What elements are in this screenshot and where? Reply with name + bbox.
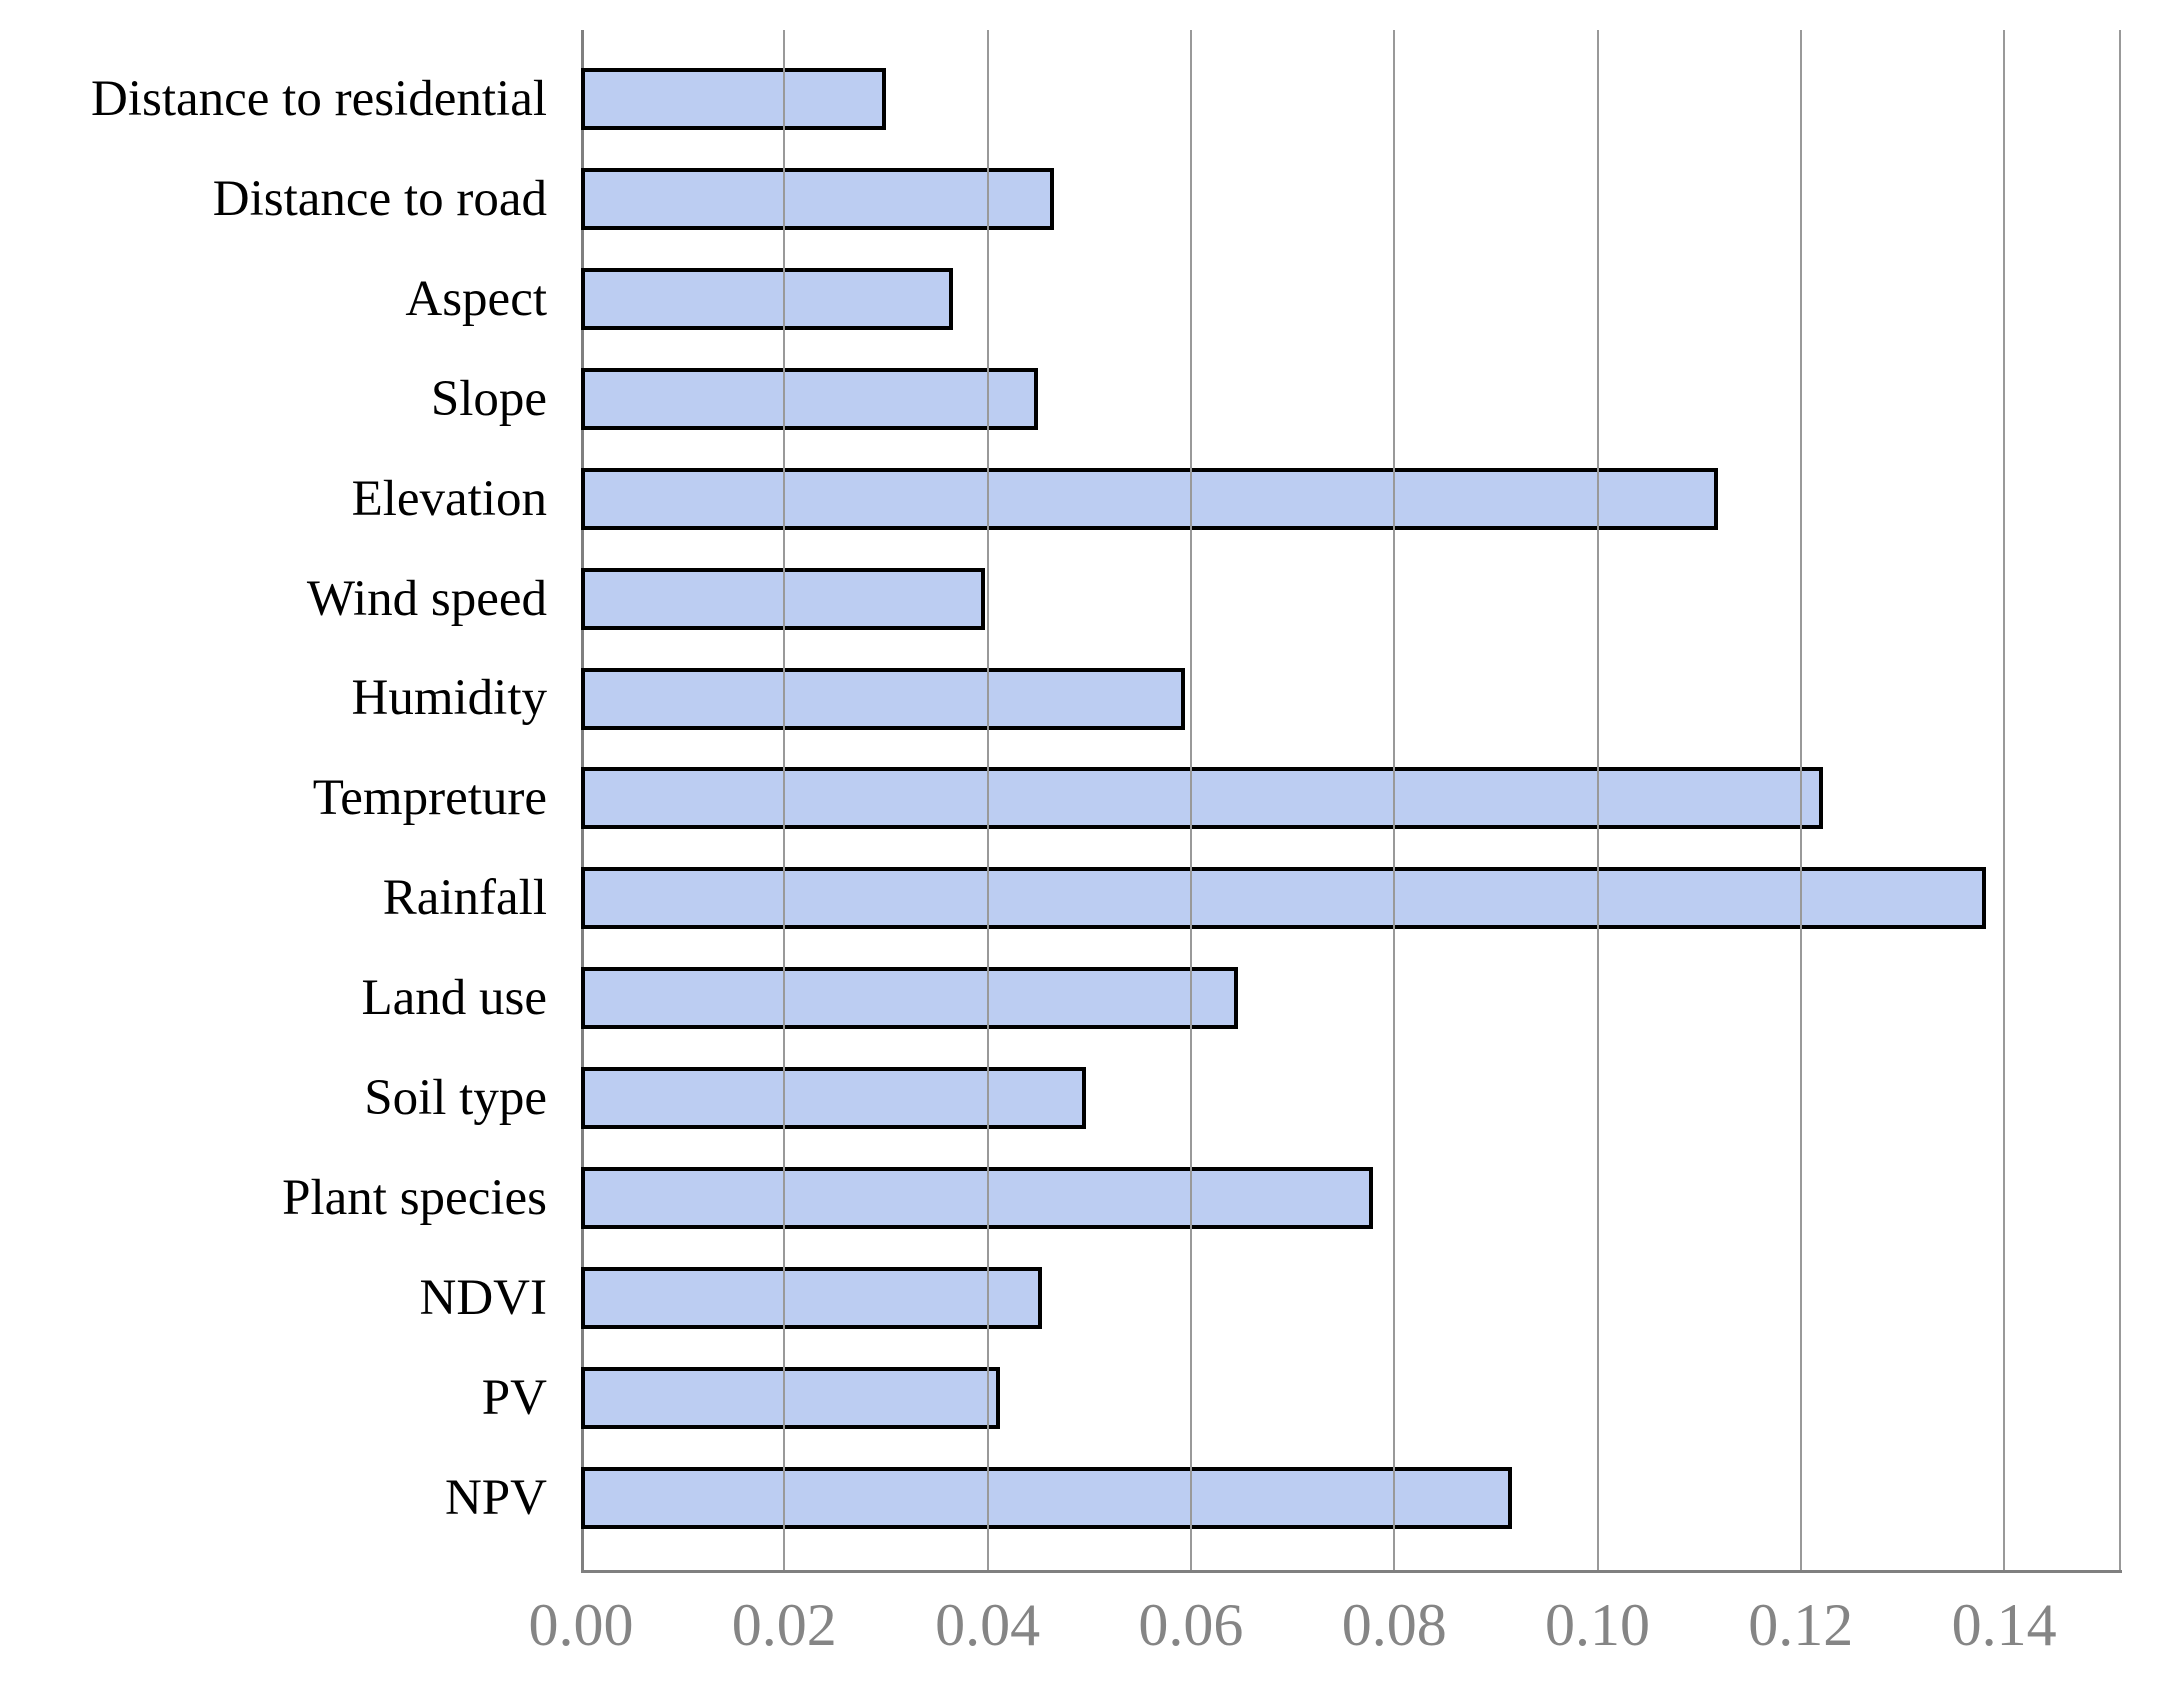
bar — [581, 167, 1054, 230]
category-label: Distance to residential — [90, 70, 547, 127]
gridline — [1393, 30, 1396, 1570]
category-label: Distance to road — [212, 170, 547, 227]
bar-row — [581, 1048, 2121, 1148]
bar-row — [581, 549, 2121, 649]
bar-row — [581, 649, 2121, 749]
category-label: Land use — [361, 970, 547, 1027]
gridline — [1799, 30, 1802, 1570]
plot-right-border — [2119, 30, 2121, 1570]
bar-row — [581, 1348, 2121, 1448]
x-tick-label: 0.08 — [1341, 1592, 1447, 1658]
category-label: Slope — [430, 370, 547, 427]
bar — [581, 1067, 1087, 1130]
x-tick-label: 0.06 — [1138, 1592, 1244, 1658]
x-tick-label: 0.14 — [1951, 1592, 2057, 1658]
category-labels: Distance to residential Distance to road A… — [0, 49, 564, 1548]
bar-row — [581, 249, 2121, 349]
bar — [581, 467, 1719, 530]
bar-row — [581, 449, 2121, 549]
category-label: PV — [481, 1369, 547, 1426]
category-label: Elevation — [351, 470, 547, 527]
plot-area — [581, 30, 2122, 1573]
bar — [581, 967, 1238, 1030]
bar — [581, 367, 1039, 430]
bar — [581, 1366, 1000, 1429]
x-tick-label: 0.04 — [935, 1592, 1041, 1658]
x-axis-tick-labels: 0.00 0.02 0.04 0.06 0.08 0.10 0.12 0.14 — [529, 1592, 2121, 1672]
category-label: Rainfall — [382, 870, 547, 927]
x-tick-label: 0.10 — [1545, 1592, 1650, 1658]
category-label: Plant species — [282, 1170, 547, 1227]
bar — [581, 667, 1185, 730]
category-label: Soil type — [364, 1070, 547, 1127]
gridline — [783, 30, 786, 1570]
bar — [581, 767, 1824, 830]
gridline — [1596, 30, 1599, 1570]
bar — [581, 867, 1986, 930]
x-tick-label: 0.00 — [528, 1592, 634, 1658]
gridline — [1189, 30, 1192, 1570]
bar-row — [581, 948, 2121, 1048]
bar-row — [581, 748, 2121, 848]
bar-row — [581, 1148, 2121, 1248]
category-label: NPV — [444, 1469, 547, 1526]
category-label: NDVI — [419, 1270, 547, 1327]
x-tick-label: 0.02 — [731, 1592, 837, 1658]
bar — [581, 1466, 1513, 1529]
bar-row — [581, 1248, 2121, 1348]
bar-row — [581, 1448, 2121, 1548]
bar — [581, 1167, 1373, 1230]
category-label: Tempreture — [312, 770, 547, 827]
bar — [581, 1267, 1043, 1330]
gridline — [2003, 30, 2006, 1570]
gridline — [986, 30, 989, 1570]
bar — [581, 267, 954, 330]
bar-row — [581, 149, 2121, 249]
x-tick-label: 0.12 — [1748, 1592, 1854, 1658]
bar-row — [581, 349, 2121, 449]
category-label: Humidity — [351, 670, 547, 727]
bar — [581, 68, 886, 130]
bar-row — [581, 49, 2121, 149]
category-label: Aspect — [405, 270, 547, 327]
x-axis-line — [581, 1570, 2122, 1573]
category-label: Wind speed — [306, 570, 547, 627]
bar-row — [581, 848, 2121, 948]
bar — [581, 567, 985, 630]
bar-rows — [581, 49, 2121, 1548]
